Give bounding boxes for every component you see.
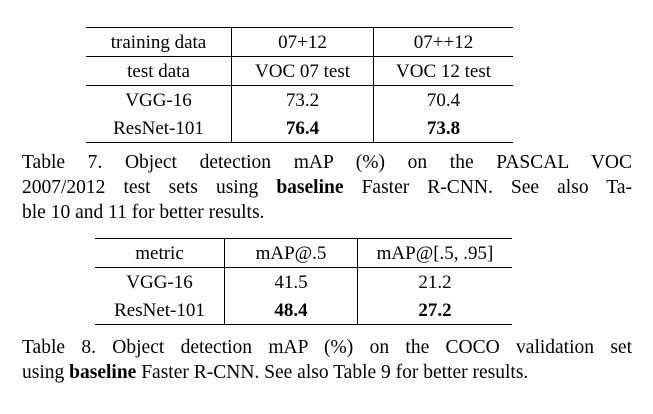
table-7-subheader-cell: test data xyxy=(86,56,232,86)
table-8-header-cell: mAP@.5 xyxy=(224,238,358,268)
table-8-header-cell: metric xyxy=(95,238,225,268)
table-7-value-cell: 73.2 xyxy=(231,85,374,114)
table-8-row: VGG-16 41.5 21.2 xyxy=(95,267,512,296)
table-8-model-cell: VGG-16 xyxy=(95,267,225,296)
caption-text: using xyxy=(22,362,70,383)
table-8-row: ResNet-101 48.4 27.2 xyxy=(95,296,512,325)
table-7-value-cell-wrap: 76.4 xyxy=(231,114,374,143)
table-8-value-cell-wrap: 27.2 xyxy=(357,296,512,325)
table-7-header-cell: training data xyxy=(86,27,232,57)
table-8-value-cell: 48.4 xyxy=(274,299,308,321)
table-7-subheader-row: test data VOC 07 test VOC 12 test xyxy=(86,56,513,86)
table-7-row: VGG-16 73.2 70.4 xyxy=(86,85,513,114)
table-8-value-cell: 21.2 xyxy=(357,267,512,296)
table-7-caption: Table 7. Object detection mAP (%) on the… xyxy=(22,150,632,225)
table-7-model-cell: VGG-16 xyxy=(86,85,232,114)
table-7-model-cell: ResNet-101 xyxy=(86,114,232,143)
caption-text: Table 7. Object detection mAP (%) on the… xyxy=(22,152,632,173)
caption-line: using baseline Faster R-CNN. See also Ta… xyxy=(22,360,632,385)
caption-line: Table 7. Object detection mAP (%) on the… xyxy=(22,150,632,175)
table-8-value-cell-wrap: 48.4 xyxy=(224,296,358,325)
table-7-value-cell-wrap: 73.8 xyxy=(373,114,513,143)
table-8: metric mAP@.5 mAP@[.5, .95] VGG-16 41.5 … xyxy=(95,238,512,325)
table-8-value-cell: 41.5 xyxy=(224,267,358,296)
table-7-header-cell: 07+12 xyxy=(231,27,374,57)
table-7-value-cell: 70.4 xyxy=(373,85,513,114)
caption-text: Table 8. Object detection mAP (%) on the… xyxy=(22,337,632,358)
table-7-header-row: training data 07+12 07++12 xyxy=(86,27,513,57)
table-8-caption: Table 8. Object detection mAP (%) on the… xyxy=(22,335,632,385)
table-8-header-row: metric mAP@.5 mAP@[.5, .95] xyxy=(95,238,512,268)
table-7-value-cell: 76.4 xyxy=(285,117,320,139)
caption-line: 2007/2012 test sets using baseline Faste… xyxy=(22,175,632,200)
caption-bold-text: baseline xyxy=(69,362,137,383)
caption-text: Faster R-CNN. See also Table 9 for bette… xyxy=(136,362,529,383)
table-7-subheader-cell: VOC 12 test xyxy=(373,56,513,86)
caption-text: 2007/2012 test sets using xyxy=(22,177,277,198)
table-7-header-cell: 07++12 xyxy=(373,27,513,57)
table-8-value-cell: 27.2 xyxy=(418,299,452,321)
table-7: training data 07+12 07++12 test data VOC… xyxy=(86,27,513,143)
table-7-row: ResNet-101 76.4 73.8 xyxy=(86,114,513,143)
table-7-value-cell: 73.8 xyxy=(426,117,461,139)
caption-text: ble 10 and 11 for better results. xyxy=(22,202,265,223)
table-7-subheader-cell: VOC 07 test xyxy=(231,56,374,86)
table-8-model-cell: ResNet-101 xyxy=(95,296,225,325)
caption-line: ble 10 and 11 for better results. xyxy=(22,200,632,225)
table-8-header-cell: mAP@[.5, .95] xyxy=(357,238,512,268)
caption-bold-text: baseline xyxy=(276,177,344,198)
caption-line: Table 8. Object detection mAP (%) on the… xyxy=(22,335,632,360)
caption-text: Faster R-CNN. See also Ta- xyxy=(343,177,632,198)
